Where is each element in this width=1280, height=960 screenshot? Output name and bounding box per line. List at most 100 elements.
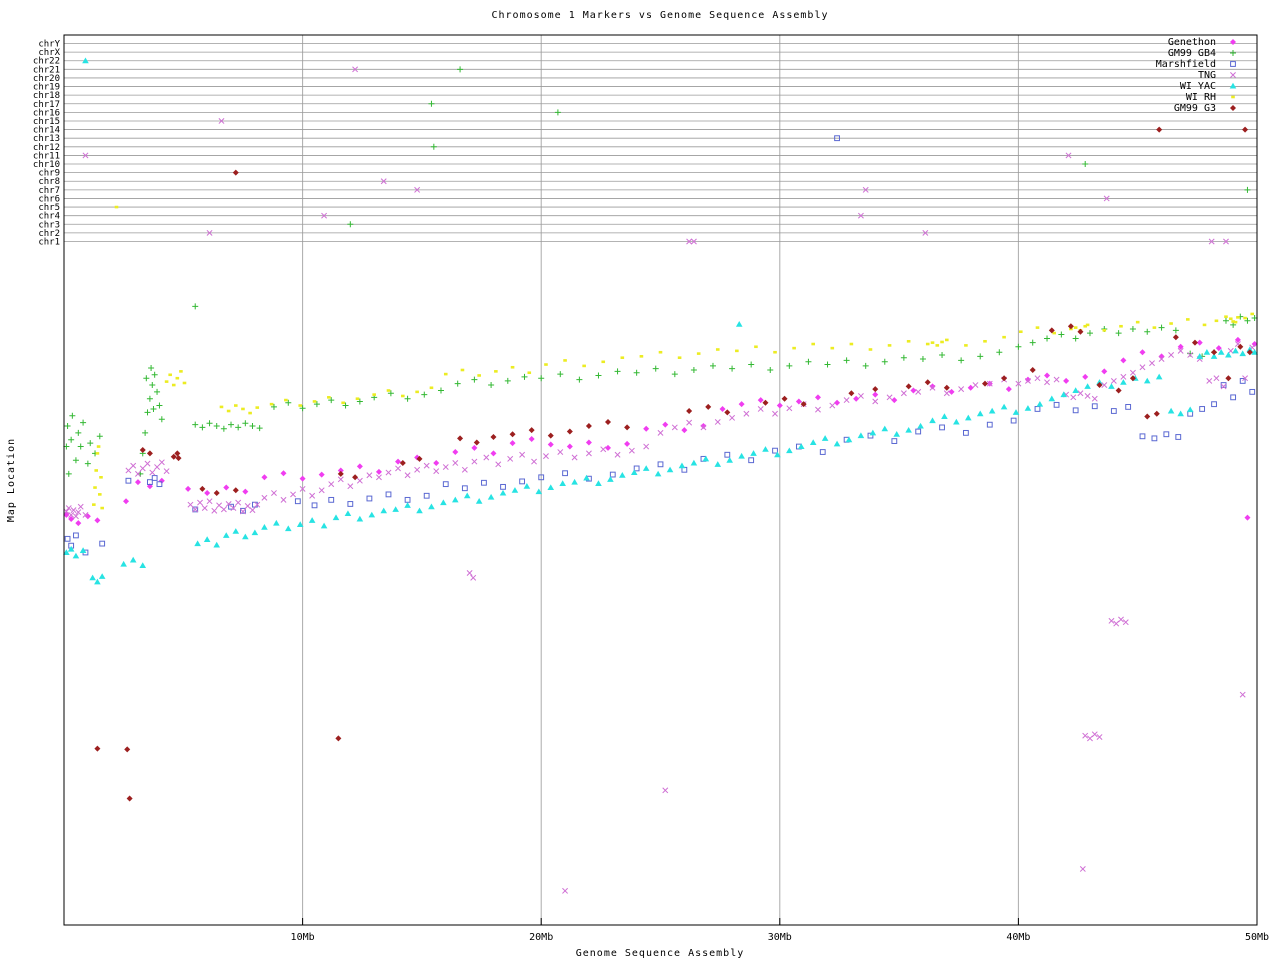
marker [311, 502, 318, 509]
legend-label-marshfield: Marshfield [1156, 59, 1216, 70]
marker [1139, 349, 1146, 356]
y-tick-label-chr4: chr4 [38, 212, 60, 222]
marker [168, 373, 172, 377]
marker [1203, 349, 1211, 355]
marker [605, 418, 612, 425]
marker [156, 481, 163, 488]
marker [284, 398, 288, 402]
marker [386, 389, 391, 392]
marker [1246, 349, 1253, 356]
marker [308, 517, 316, 523]
marker [335, 735, 342, 742]
marker [1102, 329, 1107, 332]
marker [1115, 387, 1122, 394]
marker [171, 383, 176, 387]
marker [843, 357, 850, 364]
marker [1053, 376, 1060, 383]
marker [249, 423, 256, 430]
marker [77, 503, 84, 510]
marker [862, 186, 869, 193]
marker [312, 400, 317, 403]
marker [853, 395, 860, 402]
marker [1084, 393, 1091, 399]
marker [404, 502, 411, 508]
marker [84, 460, 91, 467]
marker [146, 395, 153, 402]
marker [490, 450, 497, 457]
marker [63, 508, 70, 515]
marker [562, 887, 569, 894]
marker [757, 397, 764, 404]
y-tick-label-chr12: chr12 [33, 143, 60, 153]
marker [1060, 391, 1068, 398]
marker [986, 421, 993, 428]
marker [248, 411, 252, 415]
marker [203, 536, 211, 543]
marker [1224, 315, 1228, 318]
marker [460, 368, 465, 372]
marker [1082, 161, 1089, 168]
marker [523, 482, 531, 489]
marker [1220, 382, 1227, 388]
marker [220, 506, 227, 513]
marker [1208, 238, 1215, 245]
marker [1186, 318, 1190, 321]
marker [958, 357, 965, 364]
marker [1215, 345, 1222, 352]
marker [290, 491, 297, 498]
marker [1213, 375, 1220, 382]
marker [428, 100, 435, 107]
marker [773, 350, 777, 354]
marker [582, 364, 586, 368]
legend-label-gm99-g3: GM99 G3 [1174, 103, 1216, 114]
marker [905, 383, 912, 390]
plot-border [63, 34, 1258, 926]
marker [355, 397, 360, 401]
marker [709, 362, 716, 369]
marker [872, 386, 879, 393]
marker [528, 436, 535, 443]
marker [719, 405, 726, 412]
marker [206, 498, 213, 505]
y-tick-label-chrY: chrY [38, 40, 60, 50]
marker [269, 402, 274, 406]
marker [134, 479, 141, 486]
marker [98, 573, 106, 579]
x-axis-label: Genome Sequence Assembly [576, 948, 745, 959]
marker [786, 405, 793, 412]
marker [1230, 61, 1236, 67]
marker [1044, 335, 1051, 342]
y-tick-label-chr20: chr20 [33, 74, 60, 84]
marker [72, 457, 79, 464]
marker [285, 399, 292, 406]
marker [356, 477, 363, 484]
marker [1073, 326, 1078, 329]
marker [686, 238, 693, 245]
marker [428, 503, 435, 510]
marker [366, 495, 373, 502]
marker [328, 496, 335, 503]
marker [504, 377, 511, 384]
series-tng [63, 341, 1256, 894]
marker [662, 787, 669, 794]
marker [1151, 435, 1158, 442]
marker [900, 354, 907, 361]
marker [87, 440, 94, 447]
marker [1236, 316, 1240, 319]
marker [1084, 383, 1091, 389]
marker [471, 444, 478, 451]
marker [566, 443, 573, 450]
marker [1143, 377, 1151, 384]
marker [750, 450, 757, 456]
y-tick-label-chr17: chr17 [33, 100, 60, 110]
marker [197, 499, 203, 506]
marker [1230, 72, 1236, 78]
legend-label-gm99-gb4: GM99 GB4 [1168, 48, 1216, 59]
marker [814, 394, 821, 401]
marker [1108, 383, 1115, 389]
marker [385, 491, 392, 498]
marker [1144, 413, 1151, 420]
marker [483, 454, 490, 461]
y-tick-label-chrX: chrX [38, 48, 60, 58]
marker [981, 380, 988, 387]
